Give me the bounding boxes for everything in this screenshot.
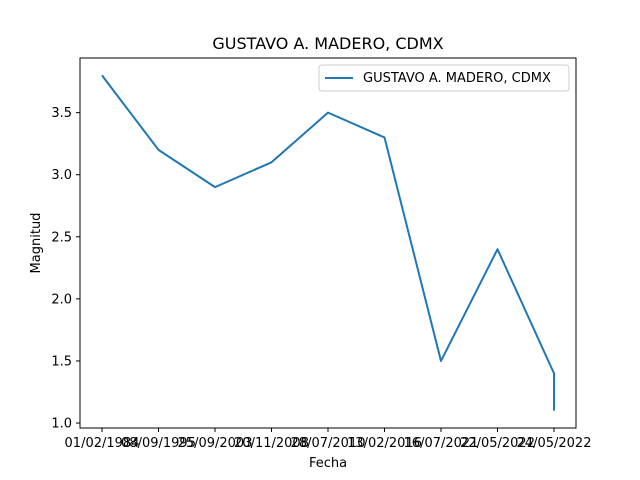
x-tick-label: 22/05/2022 xyxy=(460,436,535,451)
x-tick-label: 01/02/1984 xyxy=(65,436,140,451)
legend-box xyxy=(318,64,570,92)
y-axis-ticks: 1.0 1.5 2.0 2.5 3.0 3.5 xyxy=(51,106,80,432)
y-axis-label: Magnitud xyxy=(29,213,44,274)
y-tick-label: 1.5 xyxy=(51,354,72,369)
y-tick-label: 1.0 xyxy=(51,417,72,432)
y-tick-label: 2.0 xyxy=(51,292,72,307)
series-line xyxy=(101,74,555,411)
x-axis-label: Fecha xyxy=(309,456,347,471)
y-tick-label: 2.5 xyxy=(51,230,72,245)
x-axis-ticks: 01/02/198408/09/199525/09/200320/11/2008… xyxy=(65,428,592,451)
y-tick-label: 3.5 xyxy=(51,106,72,121)
x-tick-label: 20/11/2008 xyxy=(234,436,309,451)
x-tick-label: 28/07/2010 xyxy=(291,436,366,451)
x-tick-label: 08/09/1995 xyxy=(121,436,196,451)
x-tick-label: 25/09/2003 xyxy=(178,436,253,451)
x-tick-label: 16/07/2021 xyxy=(404,436,479,451)
series-layer xyxy=(101,74,555,411)
x-tick-label: 13/02/2016 xyxy=(347,436,422,451)
y-tick-label: 3.0 xyxy=(51,168,72,183)
plot-area xyxy=(80,58,576,428)
plot-frame xyxy=(79,57,577,429)
chart-title: GUSTAVO A. MADERO, CDMX xyxy=(212,34,443,53)
legend-label: GUSTAVO A. MADERO, CDMX xyxy=(363,71,551,86)
x-tick-label: 24/05/2022 xyxy=(517,436,592,451)
legend: GUSTAVO A. MADERO, CDMX xyxy=(318,64,570,92)
